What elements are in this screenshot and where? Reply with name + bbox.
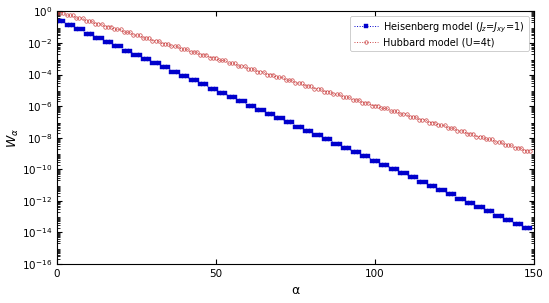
Heisenberg model ($J_z$=$J_{xy}$=1) xyxy=(210,87,216,90)
Hubbard model (U=4t) xyxy=(445,126,451,130)
Line: Hubbard model (U=4t): Hubbard model (U=4t) xyxy=(55,11,532,152)
Hubbard model (U=4t) xyxy=(54,11,60,14)
Heisenberg model ($J_z$=$J_{xy}$=1) xyxy=(381,163,388,167)
Hubbard model (U=4t) xyxy=(210,56,216,59)
Hubbard model (U=4t) xyxy=(527,149,534,152)
Heisenberg model ($J_z$=$J_{xy}$=1) xyxy=(521,226,528,230)
Hubbard model (U=4t) xyxy=(301,84,308,88)
Hubbard model (U=4t) xyxy=(321,90,327,93)
Hubbard model (U=4t) xyxy=(521,149,528,152)
Heisenberg model ($J_z$=$J_{xy}$=1) xyxy=(527,226,534,230)
Y-axis label: $W_\alpha$: $W_\alpha$ xyxy=(5,128,21,148)
Heisenberg model ($J_z$=$J_{xy}$=1) xyxy=(301,129,308,133)
Legend: Heisenberg model ($J_z$=$J_{xy}$=1), Hubbard model (U=4t): Heisenberg model ($J_z$=$J_{xy}$=1), Hub… xyxy=(350,16,529,52)
Hubbard model (U=4t) xyxy=(381,107,388,110)
Heisenberg model ($J_z$=$J_{xy}$=1) xyxy=(54,19,60,23)
Heisenberg model ($J_z$=$J_{xy}$=1) xyxy=(445,193,451,196)
Line: Heisenberg model ($J_z$=$J_{xy}$=1): Heisenberg model ($J_z$=$J_{xy}$=1) xyxy=(55,19,532,230)
Heisenberg model ($J_z$=$J_{xy}$=1) xyxy=(321,138,327,141)
X-axis label: α: α xyxy=(291,285,299,298)
Hubbard model (U=4t) xyxy=(241,64,248,68)
Heisenberg model ($J_z$=$J_{xy}$=1) xyxy=(241,99,248,103)
